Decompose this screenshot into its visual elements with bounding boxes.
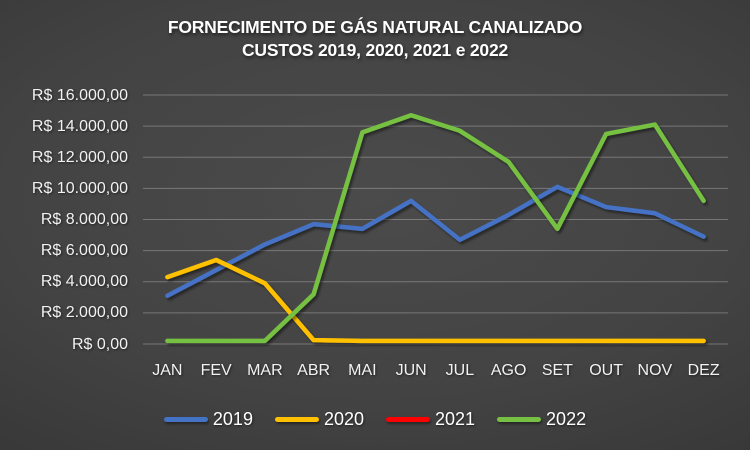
x-tick-label-ABR: ABR <box>297 362 331 379</box>
y-tick-label: R$ 12.000,00 <box>31 148 128 166</box>
y-tick-label: R$ 8.000,00 <box>40 211 128 228</box>
y-tick-label: R$ 14.000,00 <box>31 117 128 135</box>
x-tick-label-JAN: JAN <box>152 362 183 379</box>
gridlines <box>143 94 728 345</box>
y-tick-label: R$ 10.000,00 <box>31 179 128 197</box>
legend-label-2022: 2022 <box>546 408 587 429</box>
x-tick-label-MAR: MAR <box>247 362 283 379</box>
x-tick-label-SET: SET <box>541 362 573 379</box>
legend-swatch-2022 <box>497 416 542 422</box>
x-tick-label-JUL: JUL <box>445 362 475 379</box>
legend-item-2019: 2019 <box>163 408 253 430</box>
x-tick-label-NOV: NOV <box>637 362 673 379</box>
legend-swatch-2020 <box>274 416 319 422</box>
legend-swatch-2019 <box>163 416 208 422</box>
legend-swatch-2021 <box>386 416 430 422</box>
series-line-2020 <box>165 257 706 344</box>
x-tick-label-FEV: FEV <box>200 362 232 379</box>
chart-title-line-1: FORNECIMENTO DE GÁS NATURAL CANALIZADO <box>167 17 583 37</box>
y-tick-label: R$ 16.000,00 <box>31 86 128 104</box>
x-tick-label-DEZ: DEZ <box>687 362 720 379</box>
y-tick-label: R$ 6.000,00 <box>40 242 128 260</box>
chart-title-line-2: CUSTOS 2019, 2020, 2021 e 2022 <box>241 40 509 60</box>
legend-label-2019: 2019 <box>212 408 253 429</box>
y-tick-label: R$ 0,00 <box>71 335 128 353</box>
x-tick-label-MAI: MAI <box>348 362 377 379</box>
legend: 2019 2020 2021 2022 <box>0 406 750 432</box>
x-tick-label-AGO: AGO <box>490 362 527 379</box>
y-tick-label: R$ 2.000,00 <box>40 304 128 322</box>
legend-item-2021: 2021 <box>386 409 475 430</box>
legend-label-2020: 2020 <box>323 408 364 429</box>
series-line-2019 <box>165 184 706 299</box>
legend-label-2021: 2021 <box>435 408 476 429</box>
x-tick-label-JUN: JUN <box>395 362 427 379</box>
legend-item-2022: 2022 <box>497 409 586 430</box>
series-lines <box>165 112 706 344</box>
chart-title: FORNECIMENTO DE GÁS NATURAL CANALIZADO C… <box>0 16 750 62</box>
series-line-2022 <box>165 112 706 344</box>
x-tick-label-OUT: OUT <box>589 362 624 379</box>
legend-item-2020: 2020 <box>274 408 364 430</box>
y-tick-label: R$ 4.000,00 <box>40 273 128 291</box>
